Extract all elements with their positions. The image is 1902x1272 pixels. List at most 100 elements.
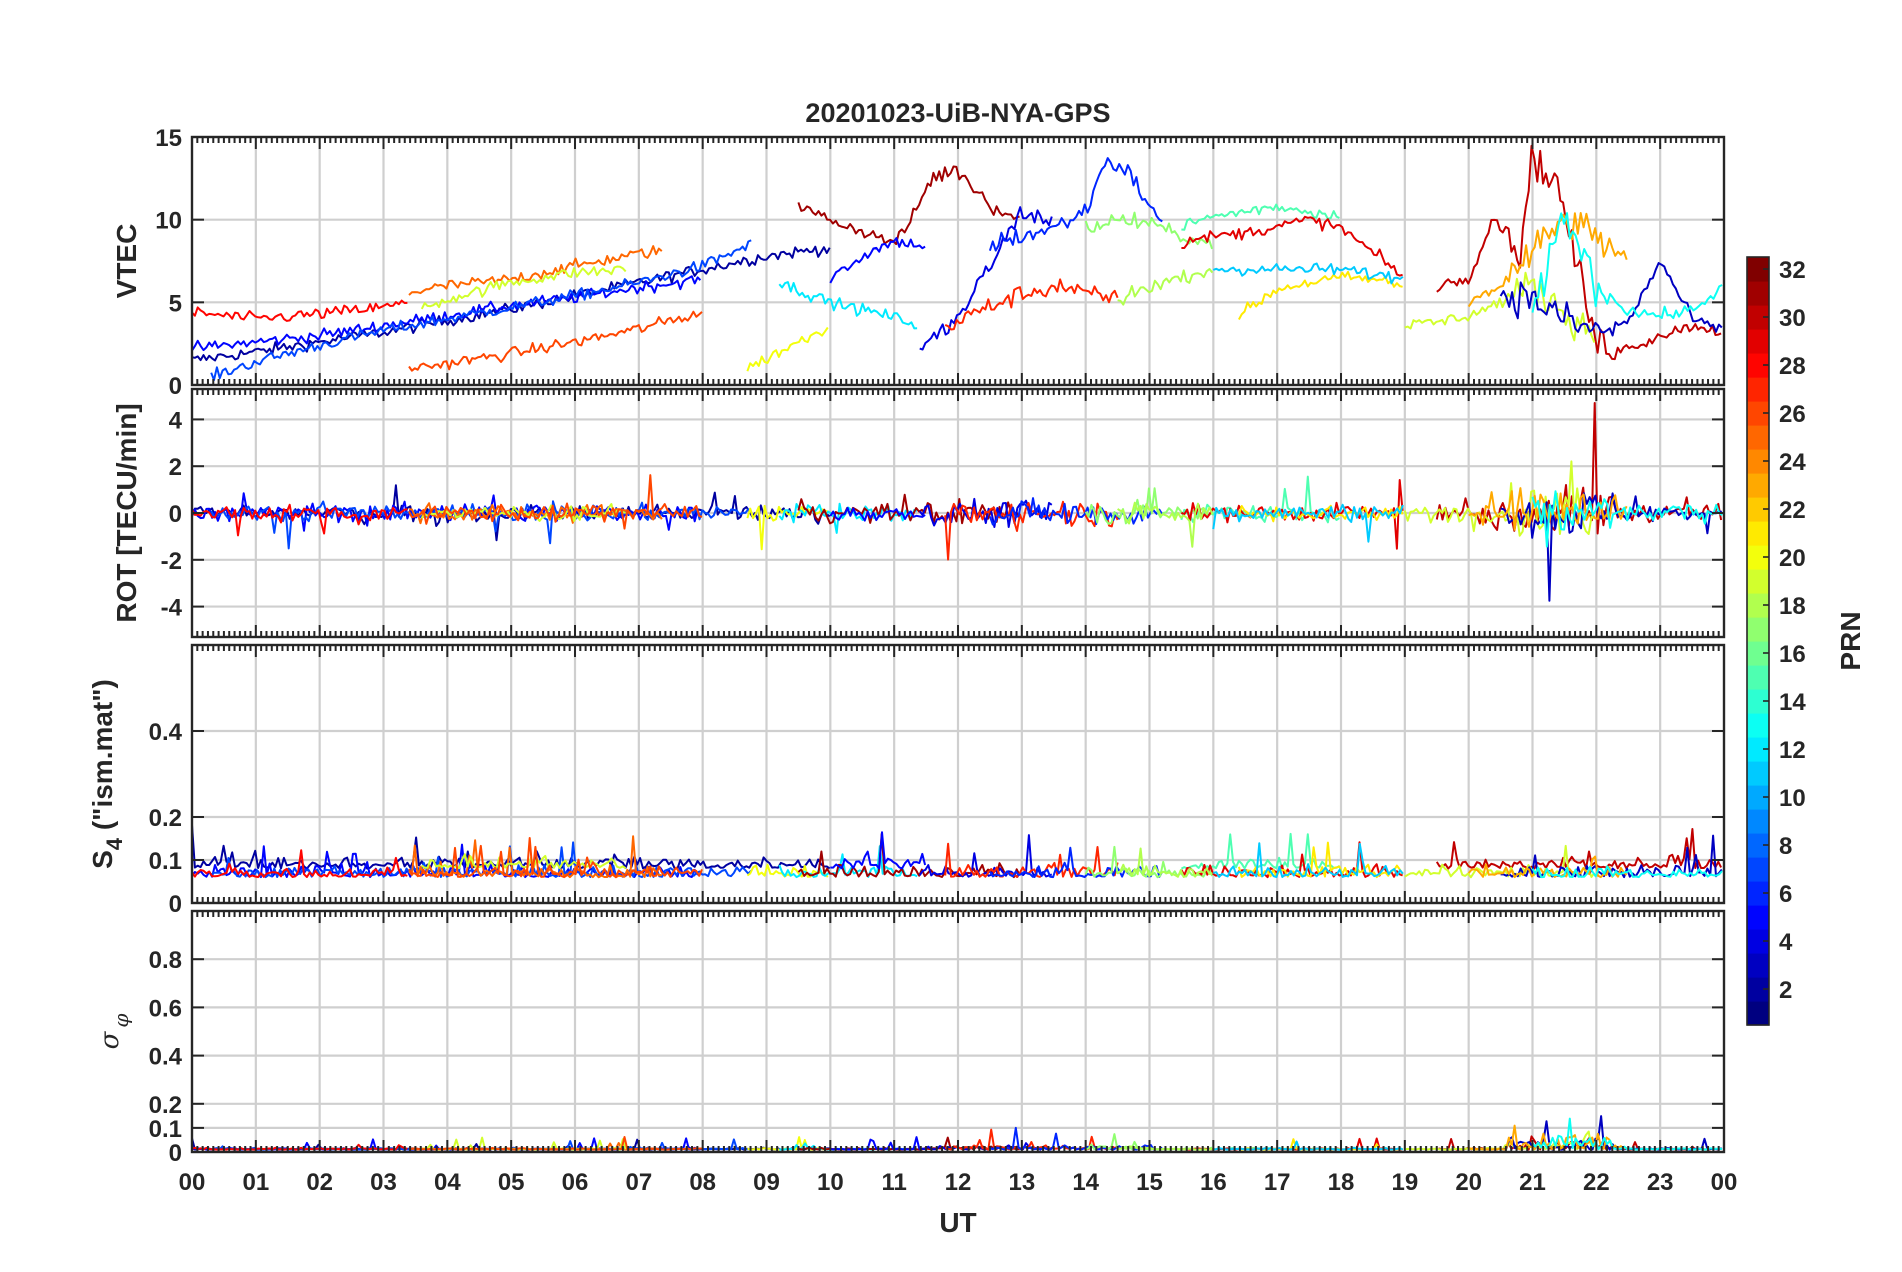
y-tick-label: 0.4 <box>149 1044 183 1071</box>
colorbar-segment <box>1747 257 1769 282</box>
y-tick-label: 10 <box>155 208 182 235</box>
colorbar-segment <box>1747 905 1769 930</box>
trace-prn-28 <box>192 849 408 879</box>
grid-sigma_phi <box>192 911 1724 1154</box>
y-tick-label: 0.8 <box>149 947 182 974</box>
x-tick-label: 07 <box>625 1169 652 1196</box>
colorbar-tick-label: 10 <box>1779 785 1806 812</box>
trace-prn-28 <box>192 503 408 537</box>
y-tick-label: 0 <box>169 1140 182 1167</box>
y-tick-label: 4 <box>169 407 183 434</box>
trace-prn-19 <box>420 265 627 310</box>
colorbar-segment <box>1747 497 1769 522</box>
x-tick-label: 11 <box>881 1169 906 1196</box>
x-tick-label: 20 <box>1455 1169 1482 1196</box>
colorbar-tick-label: 4 <box>1779 929 1793 956</box>
trace-prn-12 <box>778 281 918 330</box>
colorbar-segment <box>1747 281 1769 306</box>
colorbar-tick-label: 2 <box>1779 977 1792 1004</box>
x-ticks-sigma_phi <box>191 911 1725 1152</box>
trace-prn-18 <box>1116 847 1213 878</box>
y-tick-label: 0.2 <box>149 805 182 832</box>
colorbar-segment <box>1747 809 1769 834</box>
trace-prn-13 <box>1531 490 1723 548</box>
colorbar-segment <box>1747 713 1769 738</box>
colorbar-segment <box>1747 401 1769 426</box>
trace-prn-29 <box>1181 215 1403 277</box>
y-tick-label: 0 <box>169 501 182 528</box>
trace-prn-27 <box>944 278 1119 331</box>
x-tick-label: 16 <box>1200 1169 1227 1196</box>
trace-prn-17 <box>1084 845 1214 879</box>
trace-prn-31 <box>797 493 1021 525</box>
trace-prn-28 <box>192 299 408 322</box>
x-tick-label: 01 <box>242 1169 269 1196</box>
colorbar-segment <box>1747 473 1769 498</box>
colorbar-segment <box>1747 353 1769 378</box>
trace-prn-13 <box>1531 865 1723 879</box>
colorbar-segment <box>1747 569 1769 594</box>
x-ticks-vtec <box>191 137 1725 385</box>
trace-prn-6 <box>988 497 1164 526</box>
x-tick-label: 15 <box>1136 1169 1163 1196</box>
panel-s4: 0 0.1 0.2 0.4 S4 ("ism.mat") <box>87 643 1726 918</box>
trace-prn-4 <box>919 206 1053 351</box>
colorbar-segment <box>1747 665 1769 690</box>
trace-prn-25 <box>408 835 662 879</box>
trace-prn-26 <box>408 474 703 530</box>
trace-prn-19 <box>421 853 627 870</box>
trace-prn-11 <box>1213 842 1404 878</box>
y-tick-label: 15 <box>155 125 182 152</box>
y-tick-label: 0.1 <box>149 1116 182 1143</box>
colorbar-tick-label: 28 <box>1779 353 1806 380</box>
trace-prn-28 <box>192 1143 408 1151</box>
colorbar-segment <box>1747 857 1769 882</box>
colorbar-segment <box>1747 977 1769 1002</box>
panel-sigma_phi: 00.10.2 0.4 0.6 0.8 σφ <box>95 909 1726 1167</box>
trace-prn-19 <box>1404 844 1596 879</box>
panel-vtec: 0 5 10 15 VTEC <box>111 125 1726 400</box>
trace-prn-30 <box>1436 144 1722 361</box>
x-tick-label: 06 <box>562 1169 589 1196</box>
y-axis-label-vtec: VTEC <box>111 224 142 299</box>
colorbar-tick-label: 26 <box>1779 401 1806 428</box>
chart-title: 20201023-UiB-NYA-GPS <box>805 98 1110 128</box>
x-tick-label: 09 <box>753 1169 780 1196</box>
colorbar-segment <box>1747 881 1769 906</box>
y-tick-label: 0.1 <box>149 848 182 875</box>
x-ticks-rot <box>191 389 1725 637</box>
x-tick-label: 10 <box>817 1169 844 1196</box>
colorbar-tick-label: 22 <box>1779 497 1806 524</box>
x-tick-label: 12 <box>945 1169 972 1196</box>
trace-prn-2 <box>192 245 831 362</box>
colorbar-tick-label: 18 <box>1779 593 1806 620</box>
x-tick-label: 17 <box>1264 1169 1291 1196</box>
trace-prn-15 <box>1181 203 1340 231</box>
trace-prn-5 <box>829 506 926 522</box>
colorbar-segment <box>1747 617 1769 642</box>
trace-prn-3 <box>1499 262 1723 337</box>
trace-prn-7 <box>210 239 752 381</box>
colorbar-segment <box>1747 449 1769 474</box>
trace-prn-11 <box>1212 503 1404 543</box>
y-axis-label-rot: ROT [TECU/min] <box>111 403 142 622</box>
colorbar-tick-label: 20 <box>1779 545 1806 572</box>
colorbar-tick-label: 30 <box>1779 305 1806 332</box>
x-tick-label: 00 <box>1711 1169 1738 1196</box>
x-tick-labels: 00 01 02 03 04 05 06 07 08 09 10 11 12 13 14 15 16 17 18 19… <box>179 1169 1738 1196</box>
colorbar-segment <box>1747 761 1769 786</box>
trace-prn-5 <box>830 831 927 870</box>
colorbar-frame <box>1746 256 1770 1026</box>
trace-prn-25 <box>408 245 663 296</box>
x-tick-label: 18 <box>1328 1169 1355 1196</box>
trace-prn-26 <box>408 310 703 372</box>
x-tick-label: 02 <box>306 1169 333 1196</box>
x-tick-label: 13 <box>1008 1169 1035 1196</box>
trace-prn-23 <box>1467 212 1628 308</box>
colorbar-segment <box>1747 545 1769 570</box>
colorbar-segment <box>1747 1001 1769 1026</box>
trace-prn-13 <box>1531 212 1723 320</box>
colorbar-segment <box>1747 521 1769 546</box>
trace-prn-31 <box>797 832 1021 879</box>
